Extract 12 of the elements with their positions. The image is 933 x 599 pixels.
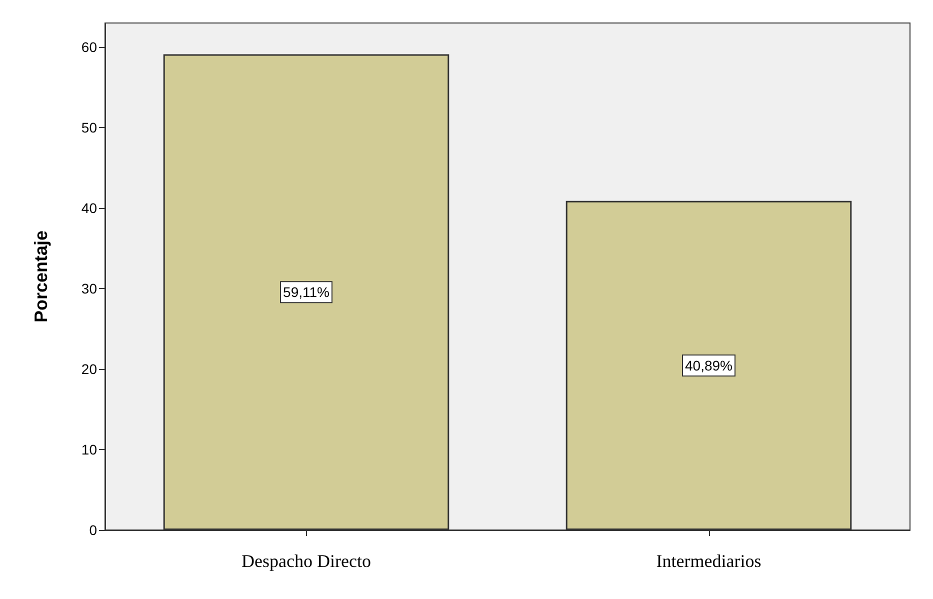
x-tick-label: Intermediarios	[656, 551, 762, 571]
y-tick-label: 50	[81, 120, 98, 136]
data-label: 40,89%	[685, 357, 732, 374]
y-tick-label: 10	[81, 442, 98, 458]
y-tick-label: 40	[81, 200, 98, 216]
y-tick-label: 20	[81, 361, 98, 378]
y-tick-label: 60	[81, 39, 98, 56]
y-tick-label: 0	[89, 522, 98, 538]
x-tick-label: Despacho Directo	[242, 551, 371, 571]
data-label: 59,11%	[283, 284, 330, 300]
y-axis-title: Porcentaje	[31, 230, 51, 323]
y-tick-label: 30	[81, 280, 98, 297]
